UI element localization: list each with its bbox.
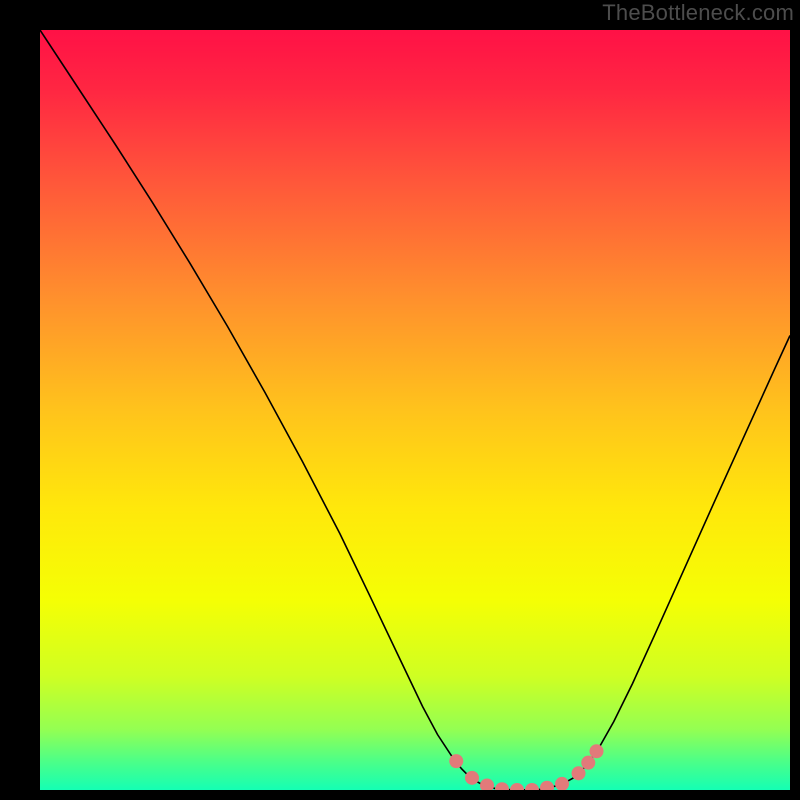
- curve-marker: [581, 756, 595, 770]
- curve-marker: [465, 771, 479, 785]
- curve-marker: [590, 744, 604, 758]
- curve-marker: [449, 754, 463, 768]
- chart-svg: [40, 30, 790, 790]
- plot-background: [40, 30, 790, 790]
- watermark-label: TheBottleneck.com: [602, 0, 794, 26]
- plot-area: [40, 30, 790, 790]
- curve-marker: [572, 766, 586, 780]
- chart-container: TheBottleneck.com: [0, 0, 800, 800]
